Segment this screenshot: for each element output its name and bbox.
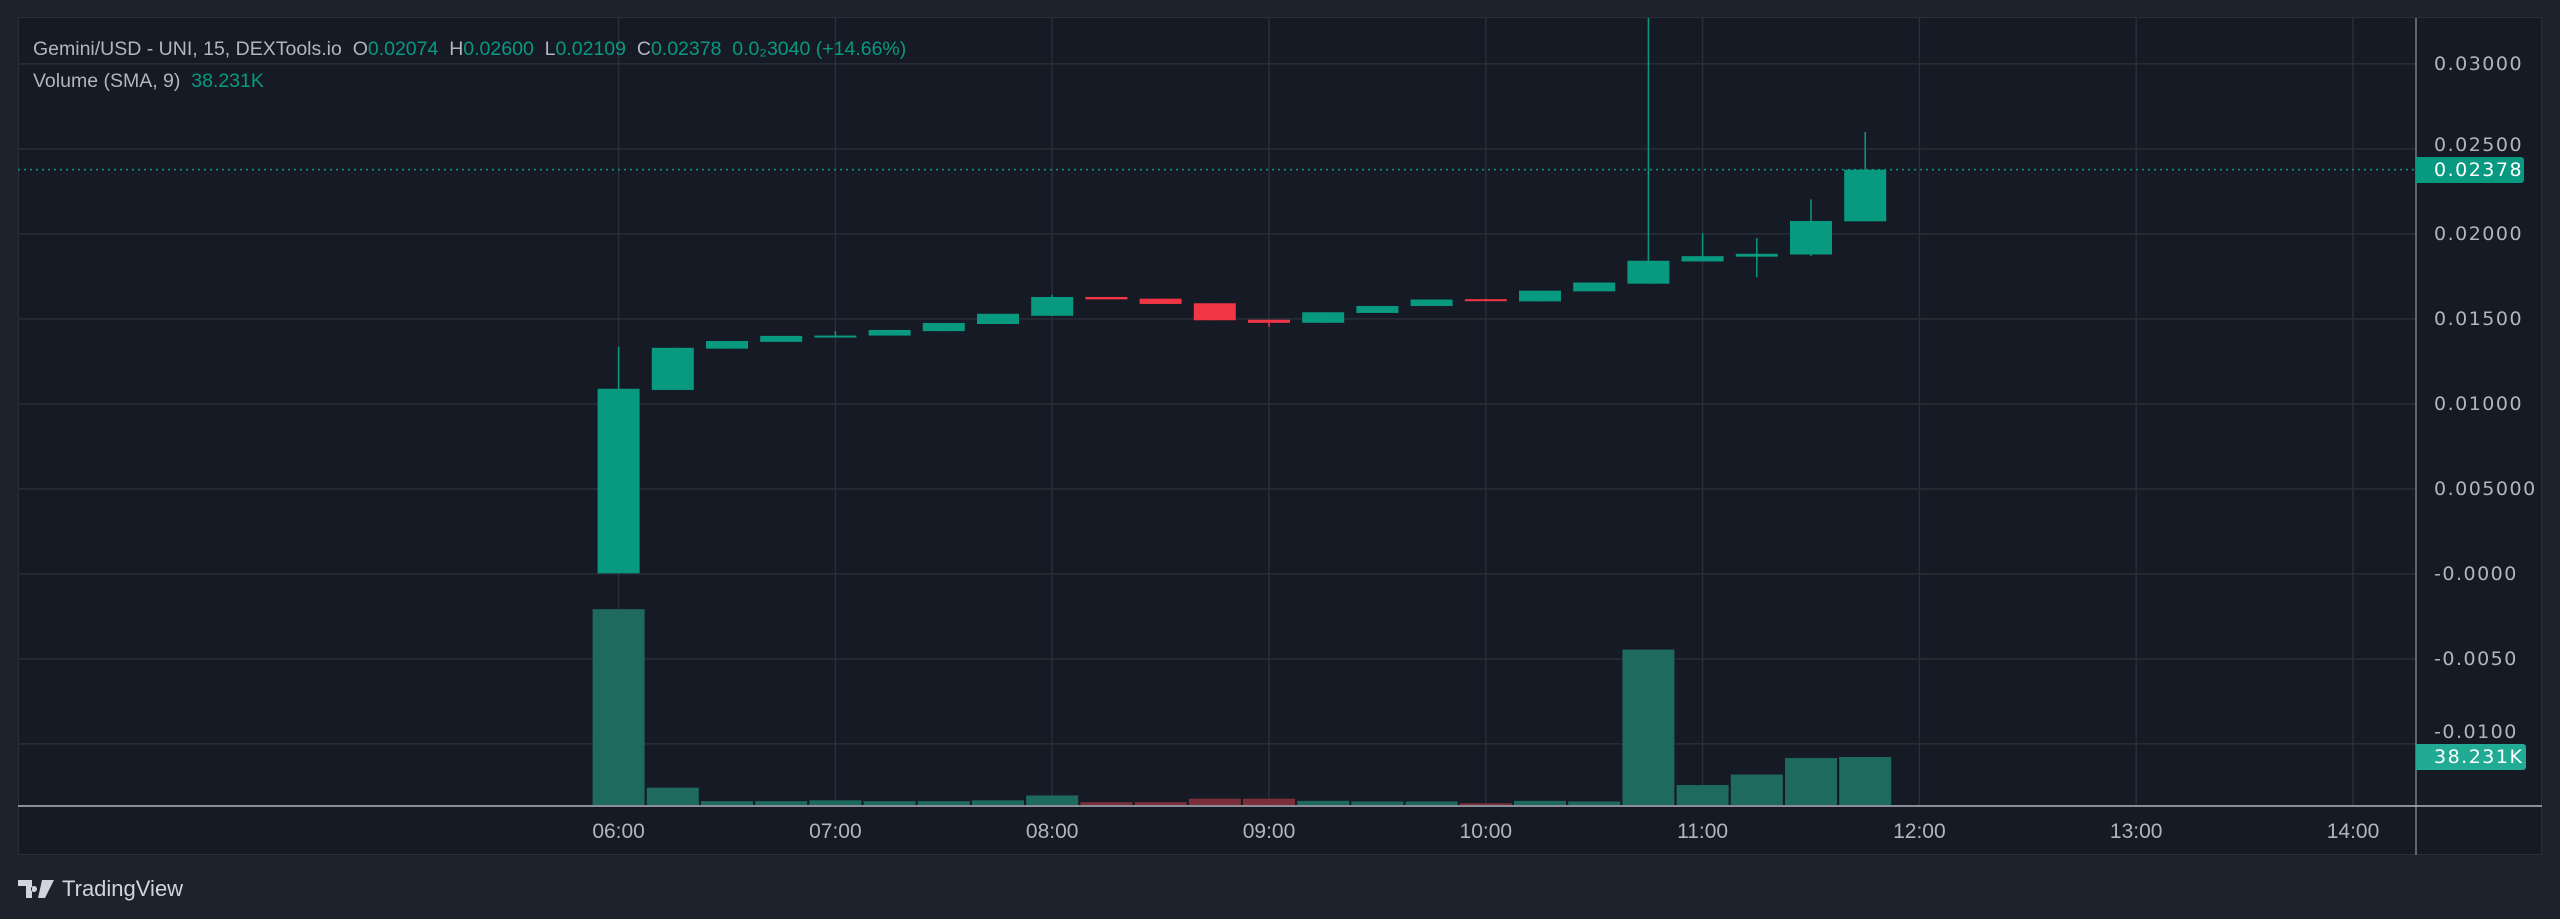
candle-body: [814, 335, 857, 338]
price-tick-label: 0.01000: [2434, 392, 2524, 415]
price-tick-label: -0.0100: [2434, 721, 2518, 743]
volume-bar: [1730, 774, 1783, 805]
candle-body: [1735, 253, 1778, 257]
volume-bar: [809, 800, 862, 805]
volume-bar: [646, 787, 699, 805]
volume-bar: [1026, 795, 1079, 805]
symbol-title[interactable]: Gemini/USD - UNI, 15, DEXTools.io: [33, 38, 342, 60]
candle-body: [922, 322, 965, 332]
volume-bar: [1676, 785, 1729, 805]
candle-body: [1681, 256, 1724, 262]
time-tick-label: 11:00: [1677, 820, 1729, 843]
volume-bar: [863, 801, 916, 805]
volume-bar: [1243, 798, 1295, 805]
volume-value: 38.231K: [191, 70, 264, 92]
volume-bar: [1351, 801, 1404, 805]
volume-bars: [592, 609, 1892, 805]
time-tick-label: 14:00: [2326, 820, 2380, 843]
close-value: 0.02378: [650, 38, 722, 60]
low-value: 0.02109: [555, 38, 627, 60]
volume-bar: [592, 609, 645, 805]
open-label: O: [352, 38, 368, 60]
price-tick-label: 0.02000: [2434, 222, 2524, 245]
price-tick-label: 0.03000: [2434, 52, 2524, 75]
volume-bar: [1839, 757, 1892, 805]
time-tick-label: 09:00: [1242, 820, 1296, 843]
tradingview-logo[interactable]: TradingView: [18, 876, 183, 902]
candle-body: [1519, 290, 1561, 302]
candle-body: [1302, 312, 1345, 323]
time-tick-label: 06:00: [592, 820, 645, 843]
candle-body: [1790, 220, 1832, 255]
candles: [597, 18, 1887, 574]
volume-legend: Volume (SMA, 9) 38.231K: [33, 70, 264, 93]
change-value: 0.0₂3040 (+14.66%): [732, 38, 907, 60]
ohlc-legend: Gemini/USD - UNI, 15, DEXTools.io O0.020…: [33, 38, 906, 61]
tradingview-logo-icon: [18, 880, 54, 898]
volume-bar: [1405, 801, 1458, 805]
price-tick-label: 0.01500: [2434, 307, 2524, 330]
candle-body: [1248, 319, 1290, 323]
volume-indicator-title[interactable]: Volume (SMA, 9): [33, 70, 181, 92]
time-tick-label: 10:00: [1459, 820, 1513, 843]
time-tick-label: 12:00: [1893, 820, 1946, 843]
volume-bar: [701, 801, 753, 805]
open-value: 0.02074: [367, 38, 439, 60]
candle-body: [1844, 169, 1887, 222]
candle-body: [597, 388, 640, 574]
candle-body: [706, 341, 748, 349]
close-label: C: [636, 38, 651, 60]
volume-bar: [972, 800, 1024, 805]
volume-bar: [1785, 758, 1837, 805]
volume-bar: [755, 801, 808, 805]
last-volume-tag: 38.231K: [2416, 744, 2526, 770]
price-tick-label: -0.0000: [2434, 562, 2518, 585]
volume-bar: [1297, 800, 1350, 805]
volume-bar: [1188, 798, 1241, 805]
volume-bar: [1134, 802, 1187, 805]
volume-bar: [917, 801, 970, 805]
candle-body: [977, 313, 1019, 324]
volume-bar: [1622, 649, 1675, 805]
last-price-tag: 0.02378: [2416, 156, 2524, 183]
price-tick-label: -0.0050: [2434, 647, 2518, 670]
price-tick-label: 0.005000: [2434, 477, 2537, 500]
candle-body: [1464, 299, 1507, 302]
volume-bar: [1514, 800, 1566, 805]
branding-text: TradingView: [62, 876, 184, 901]
candle-body: [1193, 303, 1236, 321]
chart-frame: [18, 17, 2542, 855]
volume-bar: [1459, 803, 1512, 805]
grid-lines: [18, 18, 2416, 806]
candle-body: [1573, 282, 1616, 292]
volume-bar: [1568, 801, 1621, 805]
candle-body: [1410, 299, 1453, 306]
low-label: L: [544, 38, 556, 60]
time-tick-label: 13:00: [2109, 820, 2163, 843]
candle-body: [1085, 296, 1128, 300]
time-tick-label: 07:00: [809, 820, 862, 843]
price-tick-label: 0.02500: [2434, 133, 2524, 156]
time-tick-label: 08:00: [1025, 820, 1079, 843]
candle-body: [1031, 296, 1074, 316]
candle-body: [1356, 305, 1399, 313]
high-value: 0.02600: [463, 38, 534, 60]
candle-body: [760, 335, 803, 342]
volume-bar: [1080, 802, 1133, 805]
candle-body: [1139, 298, 1182, 304]
high-label: H: [449, 38, 464, 60]
candle-body: [1627, 260, 1670, 284]
candle-body: [868, 329, 911, 336]
candle-body: [651, 347, 694, 390]
